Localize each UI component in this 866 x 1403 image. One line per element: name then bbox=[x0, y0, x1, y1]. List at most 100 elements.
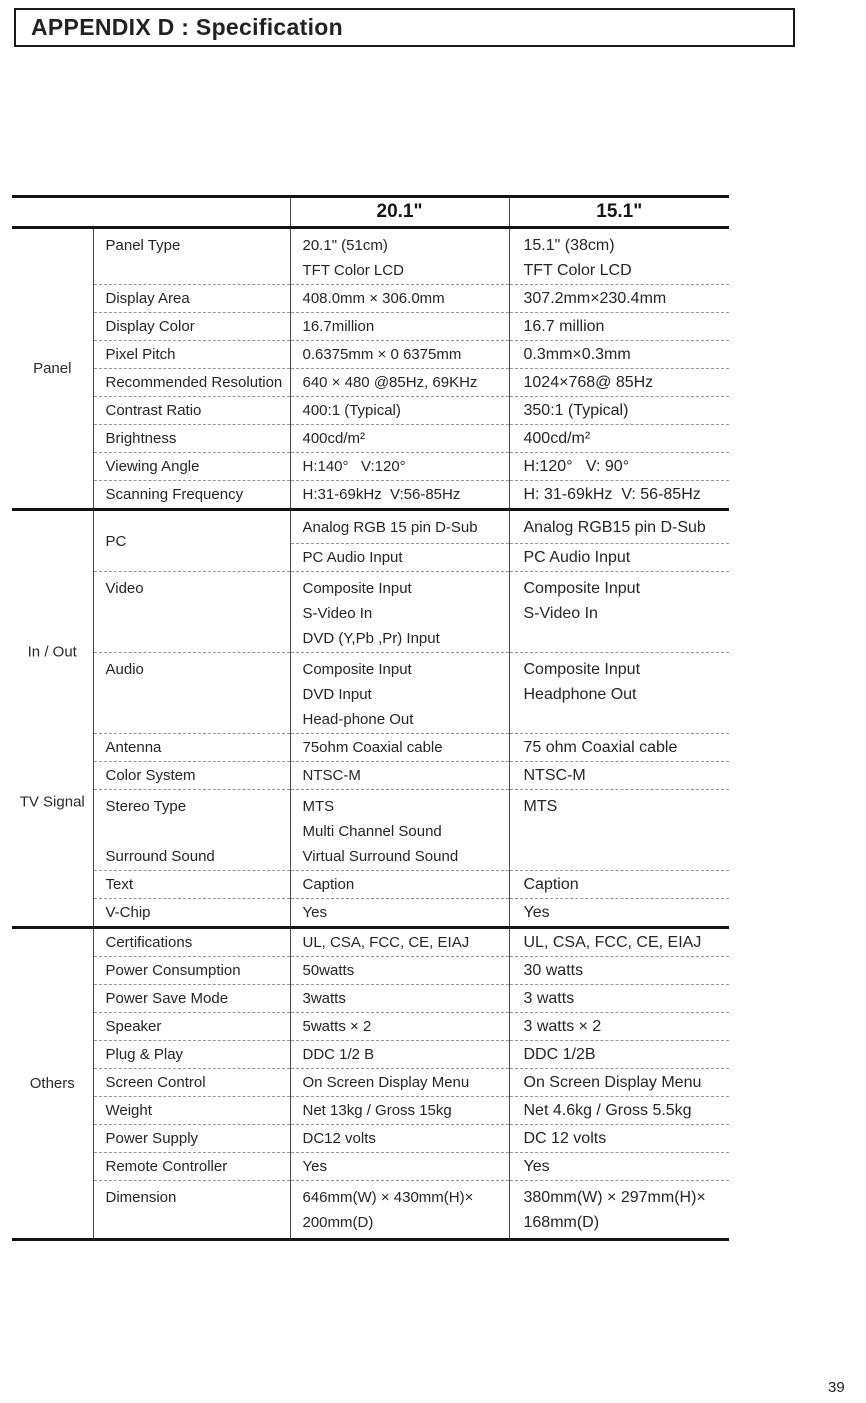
spec-label: Plug & Play bbox=[93, 1040, 291, 1069]
spec-value-15-1: 75 ohm Coaxial cable bbox=[509, 733, 729, 762]
spec-value-15-1: 1024×768@ 85Hz bbox=[509, 368, 729, 397]
spec-value-15-1: MTS bbox=[509, 789, 729, 871]
spec-row-scanning-frequency: Scanning Frequency H:31-69kHz V:56-85Hz … bbox=[12, 480, 729, 510]
spec-label: Power Save Mode bbox=[93, 984, 291, 1013]
spec-label: Recommended Resolution bbox=[93, 368, 291, 397]
spec-value-15-1: 3 watts bbox=[509, 984, 729, 1013]
spec-value-20-1: Net 13kg / Gross 15kg bbox=[290, 1096, 510, 1125]
spec-row-v-chip: V-Chip Yes Yes bbox=[12, 898, 729, 928]
spec-value-15-1: 350:1 (Typical) bbox=[509, 396, 729, 425]
spec-row-text: Text Caption Caption bbox=[12, 870, 729, 899]
section-others: Others Certifications UL, CSA, FCC, CE, … bbox=[12, 927, 729, 1240]
spec-value-20-1: On Screen Display Menu bbox=[290, 1068, 510, 1097]
spec-value-15-1: DC 12 volts bbox=[509, 1124, 729, 1153]
spec-row-recommended-resolution: Recommended Resolution 640 × 480 @85Hz, … bbox=[12, 368, 729, 397]
spec-label: V-Chip bbox=[93, 898, 291, 928]
page-title: APPENDIX D : Specification bbox=[31, 14, 343, 40]
spec-row-pixel-pitch: Pixel Pitch 0.6375mm × 0 6375mm 0.3mm×0.… bbox=[12, 340, 729, 369]
spec-value-20-1: 16.7million bbox=[290, 312, 510, 341]
spec-value-15-1: 380mm(W) × 297mm(H)× 168mm(D) bbox=[509, 1180, 729, 1240]
spec-label: Panel Type bbox=[93, 227, 291, 285]
spec-label: Stereo Type Surround Sound bbox=[93, 789, 291, 871]
spec-label: Scanning Frequency bbox=[93, 480, 291, 510]
spec-value-20-1: Yes bbox=[290, 1152, 510, 1181]
spec-value-15-1: 307.2mm×230.4mm bbox=[509, 284, 729, 313]
spec-value-20-1: Composite Input DVD Input Head-phone Out bbox=[290, 652, 510, 734]
group-label-in-out: In / Out bbox=[27, 643, 77, 661]
spec-value-15-1: Composite Input Headphone Out bbox=[509, 652, 729, 734]
specification-table: 20.1" 15.1" Panel Panel Type 20.1" (51cm… bbox=[12, 195, 729, 1241]
spec-label: Video bbox=[93, 571, 291, 653]
spec-value-20-1: H:31-69kHz V:56-85Hz bbox=[290, 480, 510, 510]
spec-value-20-1: 3watts bbox=[290, 984, 510, 1013]
spec-label: Text bbox=[93, 870, 291, 899]
spec-row-audio: Audio Composite Input DVD Input Head-pho… bbox=[12, 652, 729, 734]
spec-value-20-1: 408.0mm × 306.0mm bbox=[290, 284, 510, 313]
spec-row-power-save-mode: Power Save Mode 3watts 3 watts bbox=[12, 984, 729, 1013]
spec-value-15-1: PC Audio Input bbox=[509, 543, 729, 572]
spec-row-display-area: Display Area 408.0mm × 306.0mm 307.2mm×2… bbox=[12, 284, 729, 313]
spec-value-20-1: Caption bbox=[290, 870, 510, 899]
spec-value-15-1: Yes bbox=[509, 898, 729, 928]
spec-value-20-1: Composite Input S-Video In DVD (Y,Pb ,Pr… bbox=[290, 571, 510, 653]
spec-value-15-1: 400cd/m² bbox=[509, 424, 729, 453]
spec-value-15-1: NTSC-M bbox=[509, 761, 729, 790]
spec-label: Power Consumption bbox=[93, 956, 291, 985]
spec-label: Brightness bbox=[93, 424, 291, 453]
spec-value-15-1: UL, CSA, FCC, CE, EIAJ bbox=[523, 934, 702, 951]
spec-row-screen-control: Screen Control On Screen Display Menu On… bbox=[12, 1068, 729, 1097]
spec-value-20-1: NTSC-M bbox=[290, 761, 510, 790]
spec-row-brightness: Brightness 400cd/m² 400cd/m² bbox=[12, 424, 729, 453]
spec-label: Speaker bbox=[93, 1012, 291, 1041]
spec-row-pc-audio: PC Audio Input PC Audio Input bbox=[12, 543, 729, 572]
spec-value-20-1: 646mm(W) × 430mm(H)× 200mm(D) bbox=[290, 1180, 510, 1240]
spec-value-15-1: Yes bbox=[509, 1152, 729, 1181]
spec-value-15-1: Composite Input S-Video In bbox=[509, 571, 729, 653]
spec-value-15-1: Net 4.6kg / Gross 5.5kg bbox=[509, 1096, 729, 1125]
spec-value-20-1: H:140° V:120° bbox=[290, 452, 510, 481]
spec-row-remote-controller: Remote Controller Yes Yes bbox=[12, 1152, 729, 1181]
spec-value-15-1: Analog RGB15 pin D-Sub bbox=[523, 518, 706, 536]
spec-value-20-1: 20.1" (51cm) TFT Color LCD bbox=[290, 227, 510, 285]
spec-value-20-1: 0.6375mm × 0 6375mm bbox=[290, 340, 510, 369]
spec-value-15-1: On Screen Display Menu bbox=[509, 1068, 729, 1097]
spec-value-15-1: DDC 1/2B bbox=[509, 1040, 729, 1069]
title-box: APPENDIX D : Specification bbox=[14, 8, 795, 47]
spec-value-15-1: 16.7 million bbox=[509, 312, 729, 341]
spec-row-display-color: Display Color 16.7million 16.7 million bbox=[12, 312, 729, 341]
spec-row-plug-and-play: Plug & Play DDC 1/2 B DDC 1/2B bbox=[12, 1040, 729, 1069]
spec-value-20-1: 400cd/m² bbox=[290, 424, 510, 453]
spec-label: Certifications bbox=[93, 927, 291, 957]
spec-row-speaker: Speaker 5watts × 2 3 watts × 2 bbox=[12, 1012, 729, 1041]
spec-label: Pixel Pitch bbox=[93, 340, 291, 369]
spec-label: Power Supply bbox=[93, 1124, 291, 1153]
spec-value-20-1: Analog RGB 15 pin D-Sub bbox=[290, 509, 510, 544]
spec-label: Screen Control bbox=[93, 1068, 291, 1097]
spec-value-15-1: 3 watts × 2 bbox=[509, 1012, 729, 1041]
spec-row-pc-dsub: In / Out TV Signal PC Analog RGB 15 pin … bbox=[12, 509, 729, 928]
section-panel: Panel Panel Type 20.1" (51cm) TFT Color … bbox=[12, 227, 729, 510]
spec-row-stereo-surround: Stereo Type Surround Sound MTS Multi Cha… bbox=[12, 789, 729, 871]
spec-value-15-1: Caption bbox=[509, 870, 729, 899]
spec-label: Dimension bbox=[93, 1180, 291, 1240]
spec-label: Antenna bbox=[93, 733, 291, 762]
spec-value-20-1: 5watts × 2 bbox=[290, 1012, 510, 1041]
spec-value-20-1: 50watts bbox=[290, 956, 510, 985]
spec-label: Audio bbox=[93, 652, 291, 734]
spec-value-20-1: MTS Multi Channel Sound Virtual Surround… bbox=[290, 789, 510, 871]
spec-row-power-supply: Power Supply DC12 volts DC 12 volts bbox=[12, 1124, 729, 1153]
spec-value-15-1: 15.1" (38cm) TFT Color LCD bbox=[523, 237, 632, 279]
spec-row-weight: Weight Net 13kg / Gross 15kg Net 4.6kg /… bbox=[12, 1096, 729, 1125]
spec-row-contrast-ratio: Contrast Ratio 400:1 (Typical) 350:1 (Ty… bbox=[12, 396, 729, 425]
spec-value-20-1: PC Audio Input bbox=[290, 543, 510, 572]
page-number: 39 bbox=[828, 1379, 845, 1396]
spec-value-20-1: 75ohm Coaxial cable bbox=[290, 733, 510, 762]
spec-label: Viewing Angle bbox=[93, 452, 291, 481]
spec-row-power-consumption: Power Consumption 50watts 30 watts bbox=[12, 956, 729, 985]
spec-row-color-system: Color System NTSC-M NTSC-M bbox=[12, 761, 729, 790]
spec-value-15-1: 0.3mm×0.3mm bbox=[509, 340, 729, 369]
spec-label: Weight bbox=[93, 1096, 291, 1125]
group-label-others: Others bbox=[12, 927, 94, 1240]
spec-row-video: Video Composite Input S-Video In DVD (Y,… bbox=[12, 571, 729, 653]
